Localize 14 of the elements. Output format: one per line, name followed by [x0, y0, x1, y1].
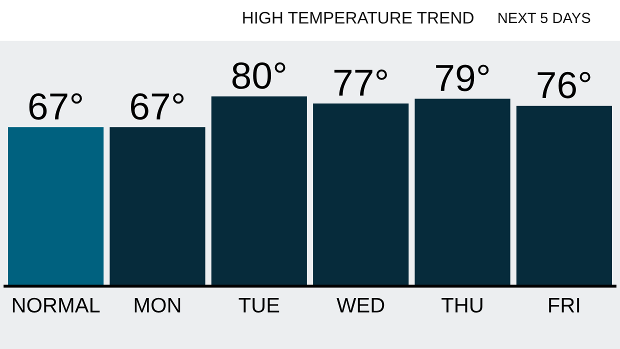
x-tick-label: NORMAL: [12, 298, 100, 313]
data-label: 67°: [29, 93, 82, 120]
chart-title: HIGH TEMPERATURE TREND: [243, 12, 474, 24]
x-tick-label: WED: [336, 298, 384, 312]
data-label: 77°: [334, 69, 387, 96]
x-tick-label: THU: [442, 298, 482, 313]
data-label: 67°: [131, 93, 184, 120]
data-label: 76°: [538, 72, 590, 98]
x-tick-label: TUE: [238, 298, 280, 313]
data-label: 80°: [232, 62, 286, 89]
chart-subtitle: NEXT 5 DAYS: [498, 12, 590, 24]
x-tick-label: MON: [134, 298, 180, 313]
x-tick-label: FRI: [549, 298, 580, 312]
data-label: 79°: [436, 64, 489, 92]
